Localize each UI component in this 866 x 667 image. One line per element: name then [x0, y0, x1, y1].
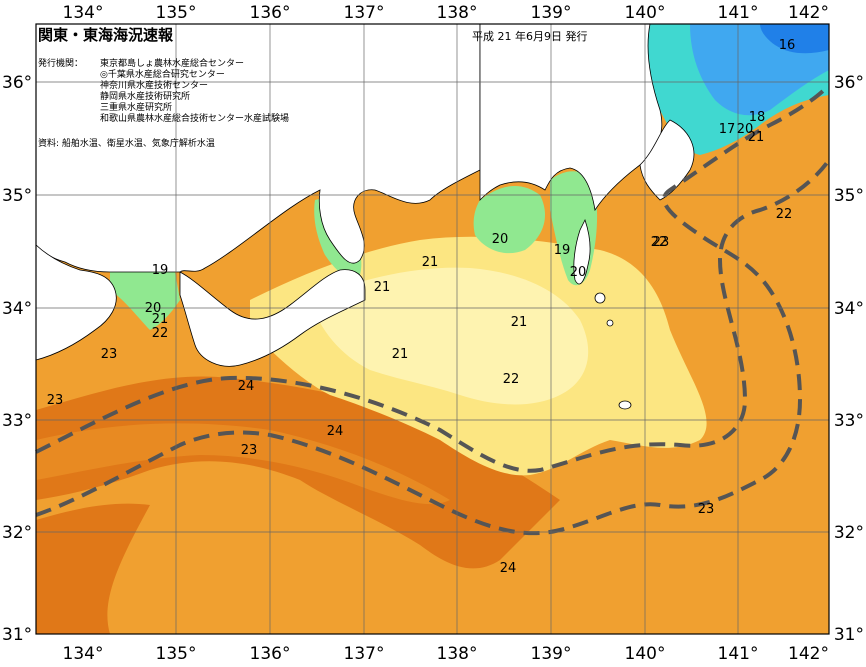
issuer-name: 三重県水産研究所	[100, 101, 172, 113]
data-sources: 資料: 船舶水温、衛星水温、気象庁解析水温	[38, 137, 215, 149]
issuers-list: 東京都島しょ農林水産総合センター◎千葉県水産総合研究センター神奈川県水産技術セン…	[100, 57, 289, 124]
land-chubu	[479, 23, 663, 212]
zone-23-band	[36, 423, 450, 505]
isotherm-label: 22	[776, 207, 793, 222]
isotherm-label: 21	[748, 130, 765, 145]
longitude-tick-bottom: 138°	[437, 644, 478, 664]
latitude-tick-left: 32°	[2, 523, 32, 543]
longitude-tick-bottom: 137°	[344, 644, 385, 664]
longitude-tick-top: 135°	[156, 3, 197, 23]
issuer-name: 東京都島しょ農林水産総合センター	[100, 57, 244, 69]
isotherm-label: 20	[737, 122, 754, 137]
isotherm-label: 23	[101, 347, 118, 362]
latitude-ticks-right: 36° 35° 34° 33° 32° 31°	[834, 73, 864, 645]
longitude-tick-top: 137°	[344, 3, 385, 23]
zone-20-kii	[110, 272, 180, 330]
kuroshio-line-2	[35, 83, 831, 536]
header-block: 関東・東海海況速報 平成 21 年6月9日 発行 発行機関： 東京都島しょ農林水…	[38, 26, 587, 149]
issuer-name: 神奈川県水産技術センター	[100, 79, 208, 91]
isotherm-label: 19	[152, 263, 169, 278]
latitude-ticks-left: 36° 35° 34° 33° 32° 31°	[2, 73, 32, 645]
issuer-name: ◎千葉県水産総合研究センター	[100, 68, 225, 80]
latitude-tick-right: 35°	[834, 186, 864, 206]
longitude-tick-bottom: 136°	[250, 644, 291, 664]
issue-date: 平成 21 年6月9日 発行	[472, 29, 587, 43]
map-title: 関東・東海海況速報	[38, 26, 174, 44]
isotherm-label: 18	[749, 110, 766, 125]
latitude-tick-left: 36°	[2, 73, 32, 93]
issuers-label: 発行機関：	[38, 57, 83, 69]
isotherm-label: 17	[719, 122, 736, 137]
isotherm-label: 22	[152, 326, 169, 341]
land-kinki	[35, 23, 481, 273]
isotherm-label: 20	[145, 301, 162, 316]
latitude-tick-left: 31°	[2, 625, 32, 645]
issuer-name: 静岡県水産技術研究所	[100, 90, 190, 102]
graticule	[36, 24, 829, 634]
isotherm-label: 20	[492, 232, 509, 247]
kuroshio-axis	[35, 83, 831, 536]
zone-20-enshu	[473, 185, 545, 254]
isotherm-label: 24	[327, 424, 344, 439]
latitude-tick-right: 33°	[834, 411, 864, 431]
land-kii-peninsula	[179, 269, 366, 367]
latitude-tick-left: 34°	[2, 299, 32, 319]
isotherm-label: 23	[653, 235, 670, 250]
island-2	[606, 319, 614, 327]
longitude-tick-bottom: 135°	[156, 644, 197, 664]
longitude-tick-bottom: 140°	[625, 644, 666, 664]
longitude-tick-bottom: 141°	[718, 644, 759, 664]
longitude-ticks-top: 134° 135° 136° 137° 138° 139° 140° 141° 142°	[63, 3, 829, 23]
isotherm-label: 23	[698, 502, 715, 517]
island-1	[594, 292, 606, 304]
isotherm-label: 23	[47, 393, 64, 408]
longitude-ticks-bottom: 134° 135° 136° 137° 138° 139° 140° 141° 142°	[63, 644, 829, 664]
isotherm-label: 16	[779, 38, 796, 53]
longitude-tick-top: 134°	[63, 3, 104, 23]
zone-24-south	[36, 503, 150, 634]
isotherm-label: 21	[374, 280, 391, 295]
isotherm-label: 24	[500, 561, 517, 576]
longitude-tick-top: 140°	[625, 3, 666, 23]
latitude-tick-right: 34°	[834, 299, 864, 319]
longitude-tick-bottom: 134°	[63, 644, 104, 664]
longitude-tick-top: 138°	[437, 3, 478, 23]
latitude-tick-left: 33°	[2, 411, 32, 431]
land	[35, 23, 695, 410]
isotherm-label: 21	[422, 255, 439, 270]
zone-coldest	[760, 24, 829, 54]
longitude-tick-bottom: 142°	[788, 644, 829, 664]
isotherm-label: 20	[570, 265, 587, 280]
longitude-tick-top: 142°	[788, 3, 829, 23]
isotherm-label: 21	[511, 315, 528, 330]
land-boso	[639, 119, 695, 201]
isotherm-label: 19	[554, 243, 571, 258]
isotherm-label: 24	[238, 379, 255, 394]
longitude-tick-bottom: 139°	[531, 644, 572, 664]
latitude-tick-right: 36°	[834, 73, 864, 93]
issuer-name: 和歌山県農林水産総合技術センター水産試験場	[100, 112, 289, 124]
map-frame	[35, 23, 830, 635]
isotherm-label: 23	[241, 443, 258, 458]
isotherm-label: 21	[392, 347, 409, 362]
longitude-tick-top: 141°	[718, 3, 759, 23]
latitude-tick-right: 31°	[834, 625, 864, 645]
land-izu	[573, 218, 591, 285]
isotherm-label: 22	[651, 235, 668, 250]
isotherm-label: 22	[503, 372, 520, 387]
latitude-tick-right: 32°	[834, 523, 864, 543]
island-3	[618, 400, 632, 410]
latitude-tick-left: 35°	[2, 186, 32, 206]
zone-21	[310, 267, 589, 405]
longitude-tick-top: 139°	[531, 3, 572, 23]
land-shikoku	[35, 244, 117, 361]
longitude-tick-top: 136°	[250, 3, 291, 23]
isotherm-label: 21	[152, 312, 169, 327]
